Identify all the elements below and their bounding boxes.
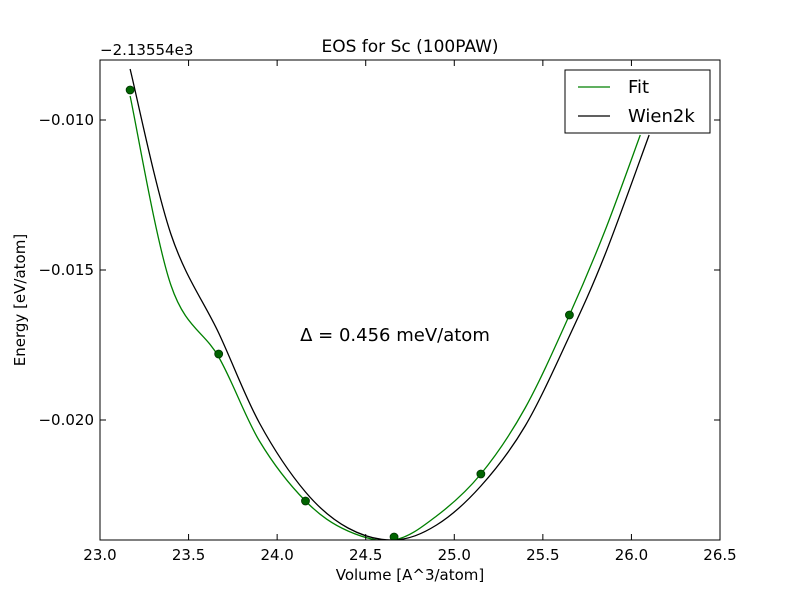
data-points (125, 85, 574, 540)
legend-label-wien2k: Wien2k (628, 106, 695, 127)
x-tick-label: 25.0 (438, 546, 471, 564)
data-point (214, 349, 224, 359)
x-tick-label: 23.0 (83, 546, 116, 564)
data-point (125, 85, 135, 95)
plot-frame (99, 59, 721, 541)
x-tick-label: 25.5 (526, 546, 559, 564)
data-point (389, 532, 399, 540)
legend: Fit Wien2k (564, 69, 711, 134)
y-tick-label: −0.010 (38, 111, 94, 129)
y-axis-label: Energy [eV/atom] (11, 234, 29, 366)
x-tick-label: 26.0 (615, 546, 648, 564)
legend-box (564, 69, 711, 134)
x-axis-label: Volume [A^3/atom] (336, 566, 485, 584)
x-tick-label: 24.0 (260, 546, 293, 564)
data-point (301, 496, 310, 506)
axis-ticks: 23.0 23.5 24.0 24.5 25.0 25.5 26.0 26.5 −0.020 −0… (38, 60, 737, 564)
series-line-fit (129, 95, 641, 540)
y-offset-label: −2.13554e3 (100, 41, 193, 59)
data-point (476, 469, 486, 479)
data-point (565, 310, 574, 320)
annotation-delta: Δ = 0.456 meV/atom (300, 325, 490, 346)
legend-label-fit: Fit (628, 77, 649, 98)
x-tick-label: 24.5 (349, 546, 382, 564)
y-tick-label: −0.020 (38, 411, 94, 429)
x-tick-label: 23.5 (172, 546, 205, 564)
x-tick-label: 26.5 (703, 546, 736, 564)
chart-title: EOS for Sc (100PAW) (321, 37, 498, 57)
y-tick-label: −0.015 (38, 261, 94, 279)
